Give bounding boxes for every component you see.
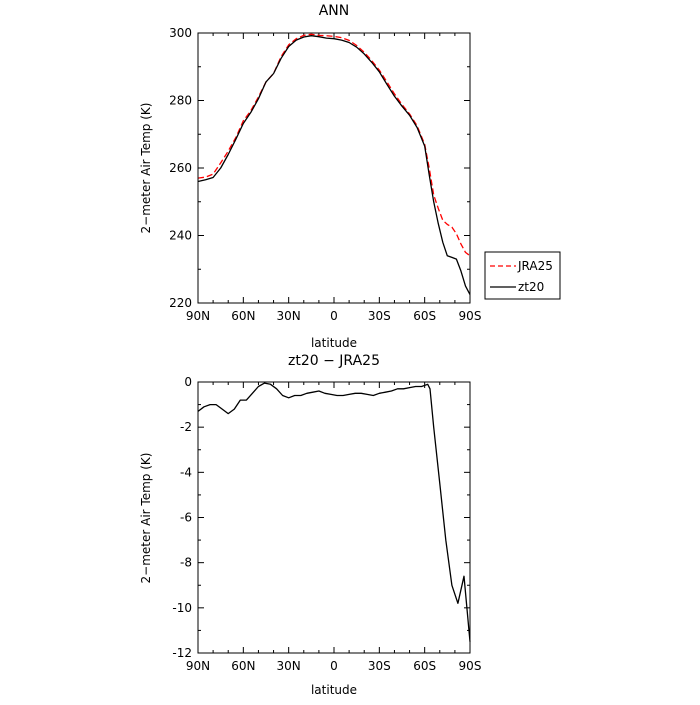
x-tick-label-top: 30N xyxy=(277,309,301,323)
y-tick-label-top: 280 xyxy=(169,94,192,108)
x-tick-label-top: 90N xyxy=(186,309,210,323)
tick-layer-bottom: 90N 60N 30N 0 30S 60S 90S -12 -10 -8 -6 -4 -2 0 xyxy=(172,375,481,673)
x-tick-label-bottom: 60S xyxy=(413,659,436,673)
y-tick-label-bottom: -10 xyxy=(172,601,192,615)
x-tick-label-bottom: 60N xyxy=(231,659,255,673)
y-axis-label-top: 2−meter Air Temp (K) xyxy=(139,103,153,234)
x-tick-label-bottom: 30N xyxy=(277,659,301,673)
plot-frame-bottom xyxy=(197,381,471,654)
y-tick-label-bottom: -6 xyxy=(180,511,192,525)
legend: JRA25 zt20 xyxy=(484,251,561,300)
legend-label-zt20: zt20 xyxy=(518,280,544,294)
y-tick-label-bottom: -4 xyxy=(180,465,192,479)
tick-layer-top: 90N 60N 30N 0 30S 60S 90S 220 240 260 280 300 xyxy=(169,26,481,323)
x-tick-label-top: 30S xyxy=(368,309,391,323)
x-tick-label-bottom: 30S xyxy=(368,659,391,673)
y-tick-label-top: 260 xyxy=(169,161,192,175)
y-tick-label-bottom: -12 xyxy=(172,646,192,660)
chart-bottom: zt20 − JRA25 latitude 2−meter Air Temp (… xyxy=(139,353,481,697)
series-layer-bottom xyxy=(197,382,471,642)
legend-box xyxy=(484,251,561,300)
series-layer-top xyxy=(197,33,471,295)
x-tick-label-top: 0 xyxy=(330,309,338,323)
x-tick-label-top: 90S xyxy=(459,309,482,323)
x-tick-label-top: 60S xyxy=(413,309,436,323)
y-tick-label-top: 300 xyxy=(169,26,192,40)
chart-title-top: ANN xyxy=(319,3,350,19)
y-tick-label-top: 220 xyxy=(169,296,192,310)
series-line-jra25 xyxy=(197,33,471,257)
y-tick-label-bottom: -8 xyxy=(180,556,192,570)
y-tick-label-bottom: -2 xyxy=(180,420,192,434)
x-tick-label-top: 60N xyxy=(231,309,255,323)
y-axis-label-bottom: 2−meter Air Temp (K) xyxy=(139,453,153,584)
series-line-difference xyxy=(197,382,471,642)
x-tick-label-bottom: 0 xyxy=(330,659,338,673)
y-tick-label-top: 240 xyxy=(169,229,192,243)
y-tick-label-bottom: 0 xyxy=(184,375,192,389)
chart-title-bottom: zt20 − JRA25 xyxy=(288,353,380,369)
chart-top: ANN latitude 2−meter Air Temp (K) 90N 60N… xyxy=(139,3,561,350)
x-axis-label-bottom: latitude xyxy=(311,683,357,697)
x-axis-label-top: latitude xyxy=(311,336,357,350)
legend-label-jra25: JRA25 xyxy=(517,259,553,273)
x-tick-label-bottom: 90S xyxy=(459,659,482,673)
x-tick-label-bottom: 90N xyxy=(186,659,210,673)
series-line-zt20 xyxy=(197,35,471,295)
plot-frame-top xyxy=(197,32,471,304)
